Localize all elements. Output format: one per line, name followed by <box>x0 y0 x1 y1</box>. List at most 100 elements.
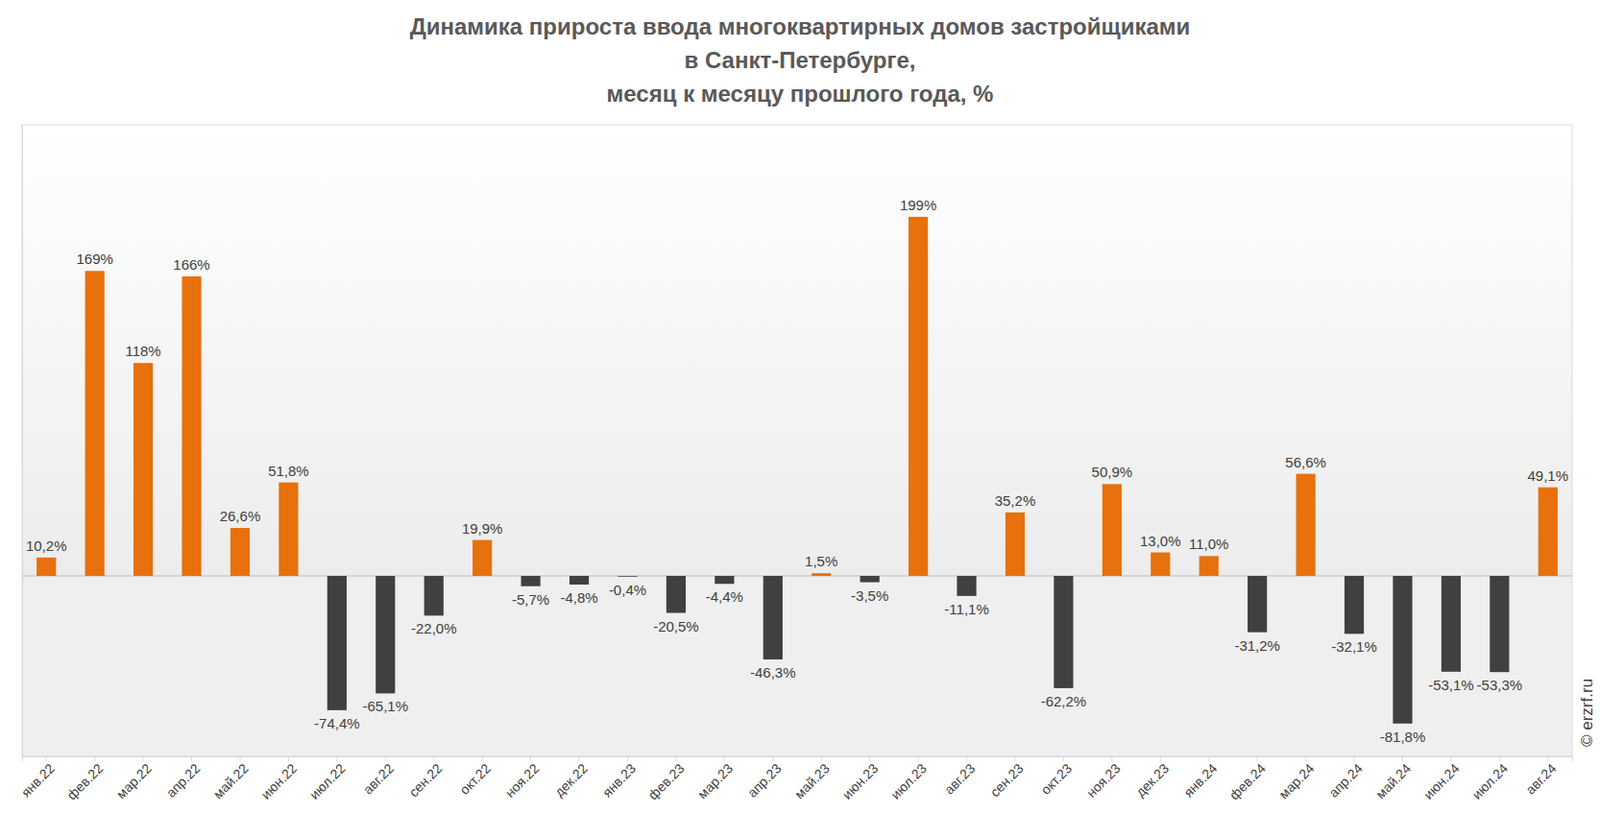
bar <box>1150 553 1170 577</box>
x-tick: сен.23 <box>987 756 1027 800</box>
data-label: 169% <box>75 250 113 267</box>
data-label: 11,0% <box>1188 535 1229 553</box>
x-tick: авг.23 <box>941 756 978 799</box>
x-tick: июн.23 <box>839 756 882 803</box>
x-tick-label: июл.24 <box>1468 760 1511 803</box>
x-tick-label: авг.22 <box>360 760 397 798</box>
x-tick: янв.24 <box>1180 756 1220 801</box>
data-label: 51,8% <box>267 462 310 480</box>
data-label: -4,4% <box>705 588 744 606</box>
data-label: -53,3% <box>1477 677 1524 694</box>
x-tick-label: фев.24 <box>1226 760 1269 803</box>
data-label: 19,9% <box>461 520 504 537</box>
data-label: 118% <box>124 342 161 360</box>
x-tick-label: авг.23 <box>941 760 978 798</box>
data-label: -20,5% <box>653 618 700 635</box>
x-tick-label: дек.23 <box>1132 760 1172 800</box>
bar <box>1053 576 1073 689</box>
x-tick-label: май.22 <box>210 760 252 802</box>
data-label: -3,5% <box>850 587 889 605</box>
data-label: -65,1% <box>363 698 410 715</box>
bar <box>617 576 637 579</box>
data-label: -4,8% <box>559 589 598 607</box>
x-tick-label: мар.24 <box>1275 760 1317 802</box>
bar <box>811 573 831 577</box>
bar <box>1538 487 1558 577</box>
data-label: 26,6% <box>219 508 262 525</box>
bar <box>1392 576 1412 725</box>
x-tick-label: дек.22 <box>551 760 591 800</box>
x-tick-label: ноя.22 <box>502 760 543 801</box>
x-tick: дек.22 <box>551 756 591 800</box>
plot-background <box>22 576 1573 757</box>
x-tick-label: апр.22 <box>163 760 204 801</box>
x-tick-label: июн.22 <box>258 760 301 803</box>
x-tick: мар.24 <box>1275 756 1317 802</box>
plot-background <box>22 124 1573 577</box>
source: © erzrf.ru <box>1577 678 1597 748</box>
bar <box>956 576 976 597</box>
x-tick: июл.22 <box>306 756 349 803</box>
data-label: -81,8% <box>1380 728 1427 746</box>
data-labels: 10,2%169%118%166%26,6%51,8%-74,4%-65,1%-… <box>25 196 1569 746</box>
bars <box>36 217 1558 725</box>
x-tick-label: июл.23 <box>887 760 930 803</box>
x-tick: сен.22 <box>405 756 445 800</box>
x-tick-label: сен.22 <box>405 760 445 800</box>
x-tick-label: июн.23 <box>839 760 882 803</box>
x-axis: янв.22фев.22мар.22апр.22май.22июн.22июл.… <box>18 756 1574 803</box>
bar <box>1441 576 1461 673</box>
x-tick-label: янв.23 <box>599 760 639 800</box>
x-tick-label: янв.22 <box>18 760 58 800</box>
bar <box>472 540 492 577</box>
x-tick: апр.22 <box>163 756 204 801</box>
x-tick-label: июн.24 <box>1420 760 1463 803</box>
bar <box>1199 556 1219 577</box>
x-axis-line <box>23 757 1574 763</box>
x-tick-label: апр.24 <box>1325 760 1366 801</box>
x-tick: июл.24 <box>1468 756 1511 803</box>
data-label: -62,2% <box>1041 693 1088 710</box>
plot-frame <box>22 124 1573 757</box>
x-tick: ноя.23 <box>1083 756 1124 801</box>
x-tick: апр.24 <box>1325 756 1366 801</box>
x-tick: дек.23 <box>1132 756 1172 800</box>
title-line: в Санкт-Петербурге, <box>684 47 917 73</box>
title-line: месяц к месяцу прошлого года, % <box>606 80 994 107</box>
plot: 10,2%169%118%166%26,6%51,8%-74,4%-65,1%-… <box>18 124 1574 803</box>
data-label: -74,4% <box>314 715 361 732</box>
data-label: -53,1% <box>1428 677 1475 694</box>
x-tick-label: окт.22 <box>456 760 494 799</box>
x-tick-label: мар.23 <box>694 760 736 802</box>
x-tick: фев.23 <box>645 756 688 803</box>
x-tick: май.22 <box>210 756 252 802</box>
bar <box>908 217 928 577</box>
x-tick: авг.22 <box>360 756 397 799</box>
data-label: 56,6% <box>1284 454 1327 471</box>
bar <box>278 483 298 577</box>
data-label: -31,2% <box>1234 637 1281 655</box>
data-label: -22,0% <box>411 620 458 637</box>
data-label: -46,3% <box>750 664 797 681</box>
bar <box>1247 576 1267 633</box>
x-tick-label: янв.24 <box>1180 760 1220 800</box>
bar <box>1102 484 1122 577</box>
grid-line <box>22 576 1573 578</box>
bar <box>860 576 880 583</box>
data-label: -0,4% <box>608 581 647 599</box>
x-tick: июн.22 <box>258 756 301 803</box>
x-tick-label: апр.23 <box>744 760 785 801</box>
x-tick-label: окт.23 <box>1038 760 1076 799</box>
data-label: -32,1% <box>1331 638 1378 655</box>
data-label: 1,5% <box>804 553 838 570</box>
data-label: 49,1% <box>1527 467 1570 485</box>
bar <box>181 276 201 577</box>
bar <box>1344 576 1364 634</box>
x-tick: окт.22 <box>456 756 494 799</box>
data-label: 35,2% <box>994 492 1037 510</box>
bar <box>36 557 56 577</box>
bar <box>569 576 589 585</box>
x-tick: окт.23 <box>1038 756 1076 799</box>
x-tick: июн.24 <box>1420 756 1463 803</box>
bar <box>1005 512 1025 577</box>
